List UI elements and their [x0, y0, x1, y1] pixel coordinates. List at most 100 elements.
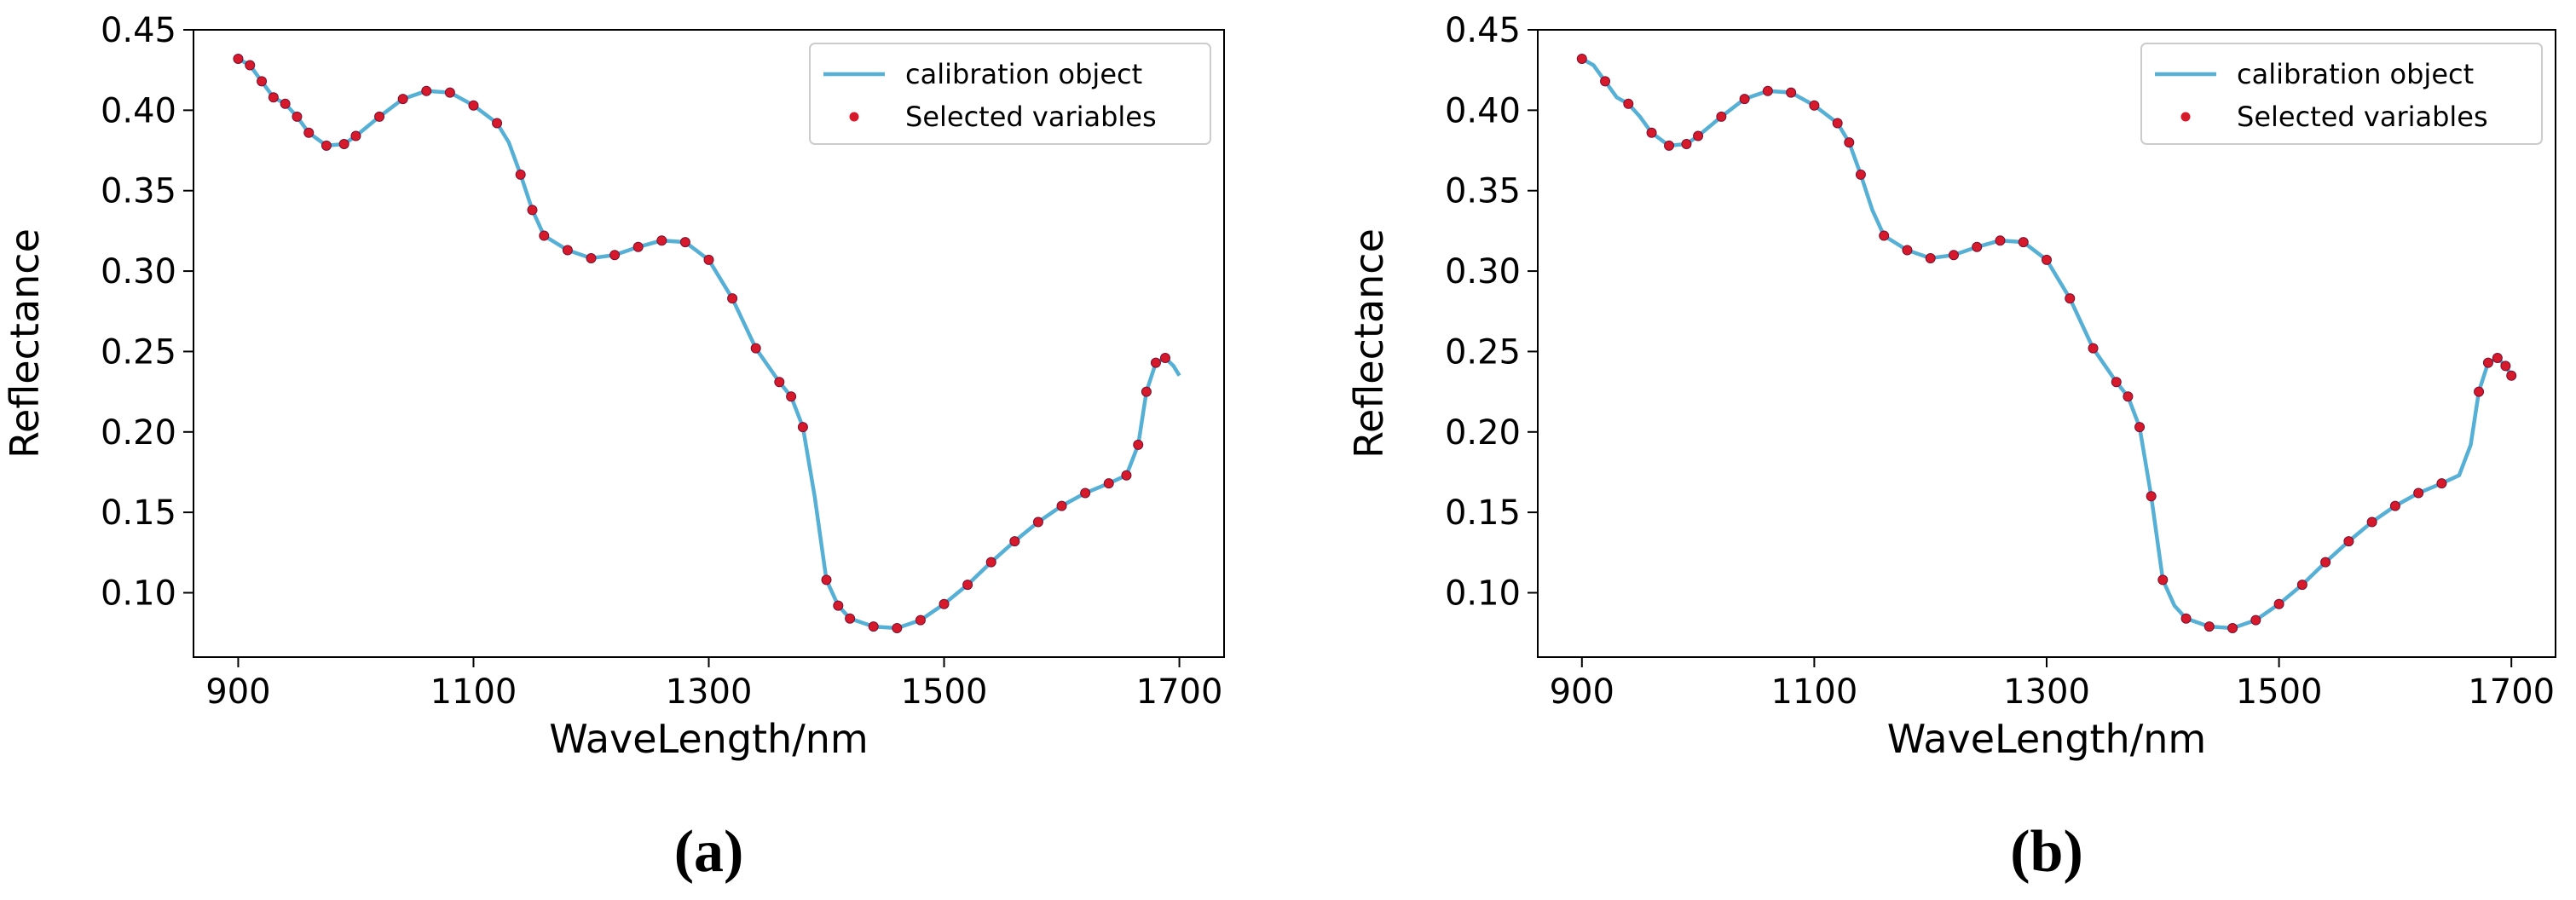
data-point: [233, 53, 244, 64]
data-point: [1664, 140, 1675, 151]
x-tick-label: 1100: [1770, 672, 1857, 712]
y-tick-label: 0.35: [1445, 172, 1521, 211]
data-point: [539, 230, 550, 241]
data-point: [374, 111, 385, 122]
data-point: [527, 205, 538, 216]
data-point: [2474, 386, 2485, 397]
legend-marker: [849, 112, 859, 122]
panel-caption: (b): [2010, 819, 2083, 885]
y-axis-label: Reflectance: [1346, 228, 1392, 459]
data-point: [350, 130, 361, 141]
data-point: [892, 623, 903, 634]
x-tick-label: 1500: [901, 672, 988, 712]
data-point: [962, 580, 973, 591]
data-point: [1948, 250, 1959, 261]
y-tick-label: 0.35: [101, 172, 176, 211]
data-point: [1159, 352, 1170, 363]
data-point: [703, 254, 714, 265]
y-tick-label: 0.10: [1445, 574, 1521, 614]
data-point: [656, 235, 667, 246]
data-point: [1832, 118, 1843, 129]
x-tick-label: 900: [205, 672, 270, 712]
data-point: [1623, 98, 1634, 109]
y-tick-label: 0.25: [101, 332, 176, 372]
data-point: [2088, 343, 2099, 354]
data-point: [821, 574, 832, 586]
legend-label: calibration object: [905, 58, 1142, 90]
data-point: [1716, 111, 1727, 122]
y-tick-label: 0.20: [1445, 413, 1521, 453]
data-point: [257, 76, 268, 87]
data-point: [2111, 377, 2122, 388]
y-tick-label: 0.30: [1445, 252, 1521, 291]
data-point: [2123, 391, 2134, 402]
data-point: [2389, 500, 2400, 511]
data-point: [2273, 598, 2284, 609]
chart-panel: 900 1100 1300 1500 1700 0.10 0.15 0.20 0.25 0.30 0…: [2, 11, 1225, 885]
data-point: [2343, 536, 2354, 547]
y-tick-label: 0.15: [101, 493, 176, 533]
data-point: [303, 127, 315, 138]
data-point: [774, 377, 785, 388]
y-tick-label: 0.10: [101, 574, 176, 614]
data-point: [915, 614, 926, 626]
data-point: [833, 600, 844, 611]
data-point: [2250, 614, 2261, 626]
data-point: [786, 391, 797, 402]
legend-label: Selected variables: [2237, 101, 2488, 133]
data-point: [2320, 557, 2331, 568]
data-point: [2436, 478, 2447, 489]
data-point: [2065, 293, 2076, 304]
data-point: [397, 94, 408, 105]
x-tick-label: 1100: [430, 672, 517, 712]
data-point: [468, 100, 479, 111]
data-point: [985, 557, 996, 568]
data-point: [868, 621, 879, 632]
data-point: [1150, 357, 1161, 368]
data-point: [292, 111, 303, 122]
legend-marker: [2180, 112, 2191, 122]
data-point: [2134, 422, 2146, 433]
data-point: [939, 598, 950, 609]
y-tick-label: 0.45: [1445, 11, 1521, 50]
data-point: [1855, 169, 1866, 180]
data-point: [515, 169, 526, 180]
data-point: [2157, 574, 2169, 586]
x-axis-label: WaveLength/nm: [549, 716, 868, 762]
data-point: [2203, 621, 2215, 632]
data-point: [1056, 500, 1067, 511]
data-point: [2366, 516, 2377, 528]
data-point: [1786, 87, 1797, 98]
data-point: [2042, 254, 2052, 265]
data-point: [280, 98, 291, 109]
data-point: [1879, 230, 1890, 241]
data-point: [1844, 137, 1855, 148]
x-tick-label: 1300: [666, 672, 753, 712]
data-point: [562, 245, 573, 256]
data-point: [1032, 516, 1043, 528]
plot-frame: [1537, 29, 2556, 658]
data-point: [750, 343, 761, 354]
data-point: [421, 85, 432, 96]
plot-frame: [193, 29, 1225, 658]
legend-box: [2140, 43, 2543, 145]
data-point: [1121, 470, 1132, 481]
data-point: [1576, 53, 1587, 64]
data-point: [321, 140, 332, 151]
y-tick-label: 0.40: [101, 91, 176, 130]
data-point: [1141, 386, 1152, 397]
data-point: [586, 252, 597, 263]
data-point: [245, 60, 256, 71]
data-point: [609, 250, 621, 261]
x-tick-label: 1300: [2003, 672, 2090, 712]
data-point: [1972, 241, 1983, 252]
y-tick-label: 0.25: [1445, 332, 1521, 372]
data-point: [1080, 488, 1091, 499]
data-point: [444, 87, 455, 98]
panel-caption: (a): [674, 819, 744, 885]
data-point: [2180, 613, 2192, 624]
y-tick-label: 0.45: [101, 11, 176, 50]
data-point: [1009, 536, 1020, 547]
data-point: [1995, 235, 2006, 246]
data-point: [1646, 127, 1657, 138]
